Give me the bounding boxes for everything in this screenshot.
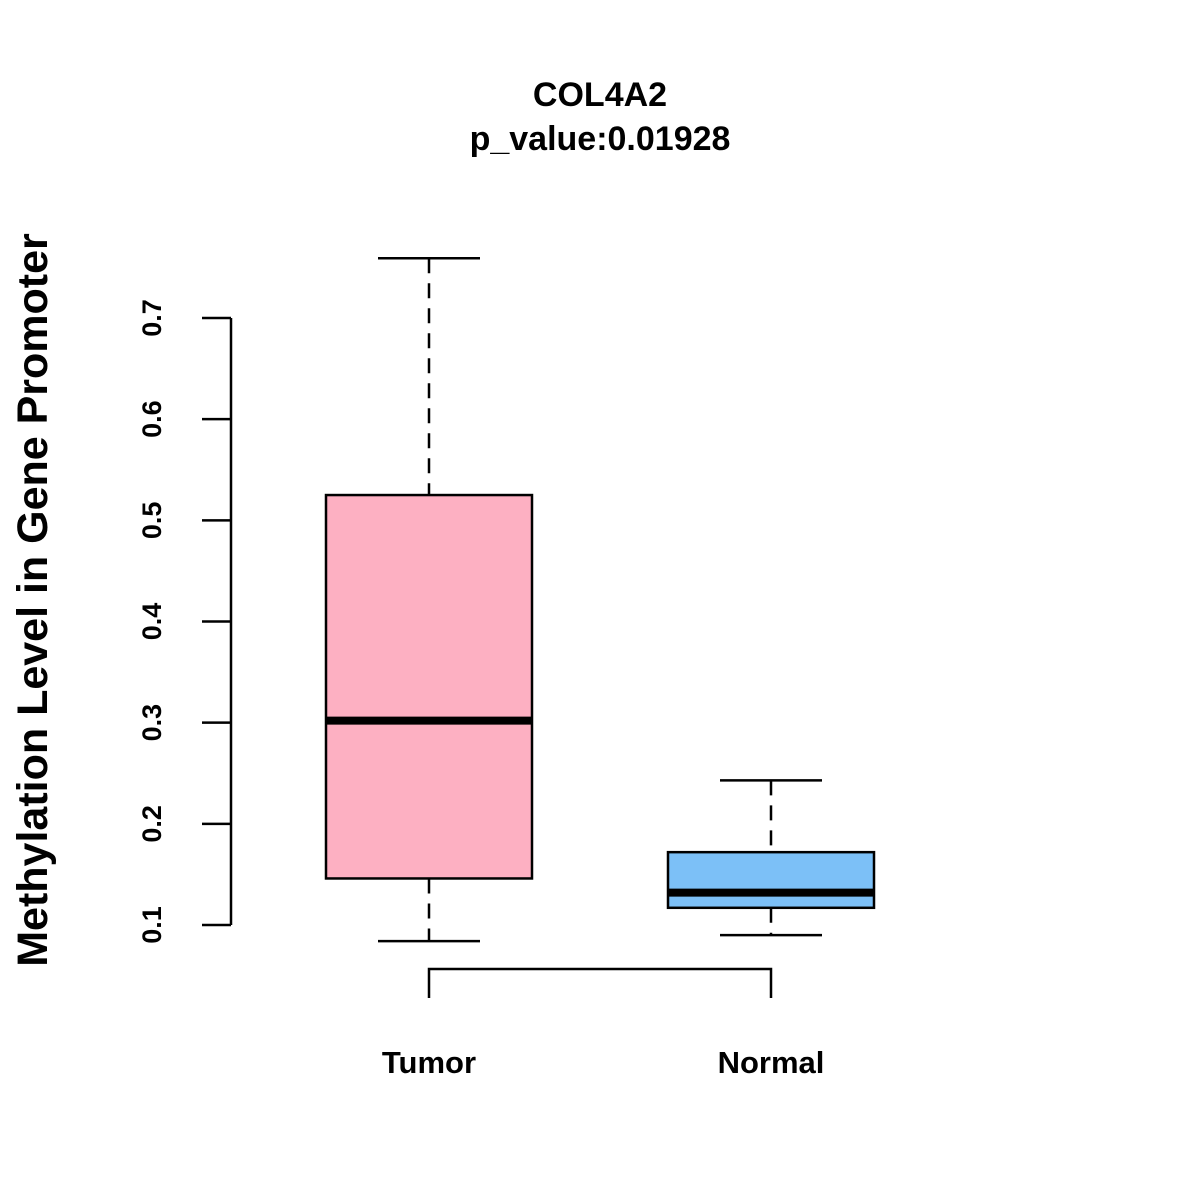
- box-tumor: [324, 257, 534, 943]
- boxes: [324, 257, 876, 943]
- y-axis: 0.1 0.2 0.3 0.4 0.5 0.6 0.7: [137, 299, 233, 944]
- y-tick-label-6: 0.7: [137, 299, 167, 337]
- box-iqr: [666, 850, 876, 910]
- box-iqr: [324, 493, 534, 880]
- y-tick-label-1: 0.2: [137, 805, 167, 843]
- y-tick-label-5: 0.6: [137, 400, 167, 438]
- y-tick-label-3: 0.4: [137, 603, 167, 641]
- box-normal: [666, 779, 876, 937]
- bracket-line: [427, 967, 773, 998]
- y-tick-label-4: 0.5: [137, 502, 167, 540]
- x-label-tumor: Tumor: [382, 1045, 476, 1080]
- chart-title: COL4A2: [533, 76, 667, 114]
- chart-subtitle: p_value:0.01928: [470, 120, 731, 158]
- comparison-bracket: [427, 967, 773, 998]
- y-axis-label: Methylation Level in Gene Promoter: [9, 233, 57, 967]
- y-tick-label-2: 0.3: [137, 704, 167, 742]
- x-label-normal: Normal: [718, 1045, 825, 1080]
- x-axis-labels: Tumor Normal: [382, 1045, 824, 1080]
- y-tick-label-0: 0.1: [137, 906, 167, 944]
